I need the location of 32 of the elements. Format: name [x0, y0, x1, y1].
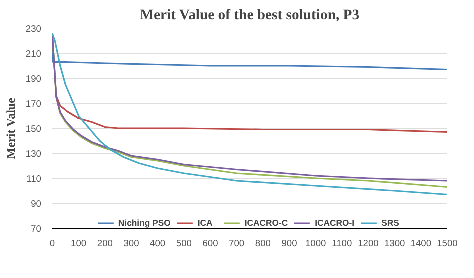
- legend-label: ICACRO-I: [315, 218, 355, 228]
- y-tick-label: 190: [26, 74, 42, 84]
- x-tick-label: 1000: [305, 238, 326, 248]
- x-tick-label: 900: [282, 238, 298, 248]
- y-tick-label: 110: [26, 174, 42, 184]
- y-tick-label: 90: [31, 199, 42, 209]
- y-tick-label: 130: [26, 149, 42, 159]
- y-tick-label: 230: [26, 24, 42, 34]
- x-tick-label: 1500: [437, 238, 458, 248]
- x-tick-label: 200: [97, 238, 113, 248]
- x-tick-label: 400: [150, 238, 166, 248]
- x-tick-label: 0: [50, 238, 56, 248]
- legend-label: SRS: [382, 218, 400, 228]
- x-tick-label: 500: [176, 238, 192, 248]
- y-tick-label: 170: [26, 99, 42, 109]
- x-tick-label: 100: [71, 238, 87, 248]
- y-tick-label: 70: [31, 224, 42, 234]
- x-tick-label: 1400: [410, 238, 432, 248]
- legend-label: Niching PSO: [118, 218, 171, 228]
- x-tick-label: 700: [229, 238, 245, 248]
- x-tick-label: 600: [202, 238, 218, 248]
- y-axis-title: Merit Value: [4, 97, 18, 160]
- x-tick-label: 1200: [358, 238, 379, 248]
- x-tick-label: 300: [124, 238, 140, 248]
- x-tick-label: 800: [255, 238, 271, 248]
- chart-title: Merit Value of the best solution, P3: [140, 8, 360, 24]
- legend-label: ICA: [198, 218, 214, 228]
- x-tick-label: 1300: [384, 238, 406, 248]
- y-tick-label: 150: [26, 124, 42, 134]
- x-tick-label: 1100: [332, 238, 352, 248]
- y-tick-label: 210: [26, 49, 42, 59]
- legend-label: ICACRO-C: [244, 218, 288, 228]
